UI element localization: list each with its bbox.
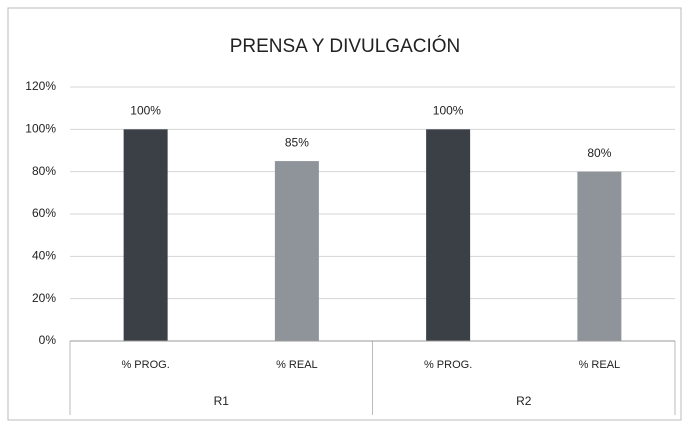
y-tick-label: 60% — [32, 206, 56, 220]
bar — [274, 161, 319, 341]
bar — [426, 129, 471, 341]
y-tick-label: 40% — [32, 249, 56, 263]
x-tick-label: % REAL — [276, 359, 318, 371]
group-label: R1 — [214, 394, 230, 408]
bar — [123, 129, 168, 341]
y-tick-label: 100% — [25, 122, 56, 136]
y-tick-label: 120% — [25, 79, 56, 93]
chart-title: PRENSA Y DIVULGACIÓN — [230, 35, 461, 57]
value-label: 100% — [130, 104, 161, 118]
x-tick-label: % PROG. — [121, 359, 169, 371]
x-tick-label: % PROG. — [424, 359, 472, 371]
bar — [577, 171, 622, 341]
y-tick-label: 0% — [39, 333, 57, 347]
y-tick-label: 80% — [32, 164, 56, 178]
value-label: 100% — [433, 104, 464, 118]
y-tick-label: 20% — [32, 291, 56, 305]
group-label: R2 — [516, 394, 532, 408]
value-label: 80% — [587, 146, 611, 160]
value-label: 85% — [285, 135, 309, 149]
x-tick-label: % REAL — [579, 359, 621, 371]
